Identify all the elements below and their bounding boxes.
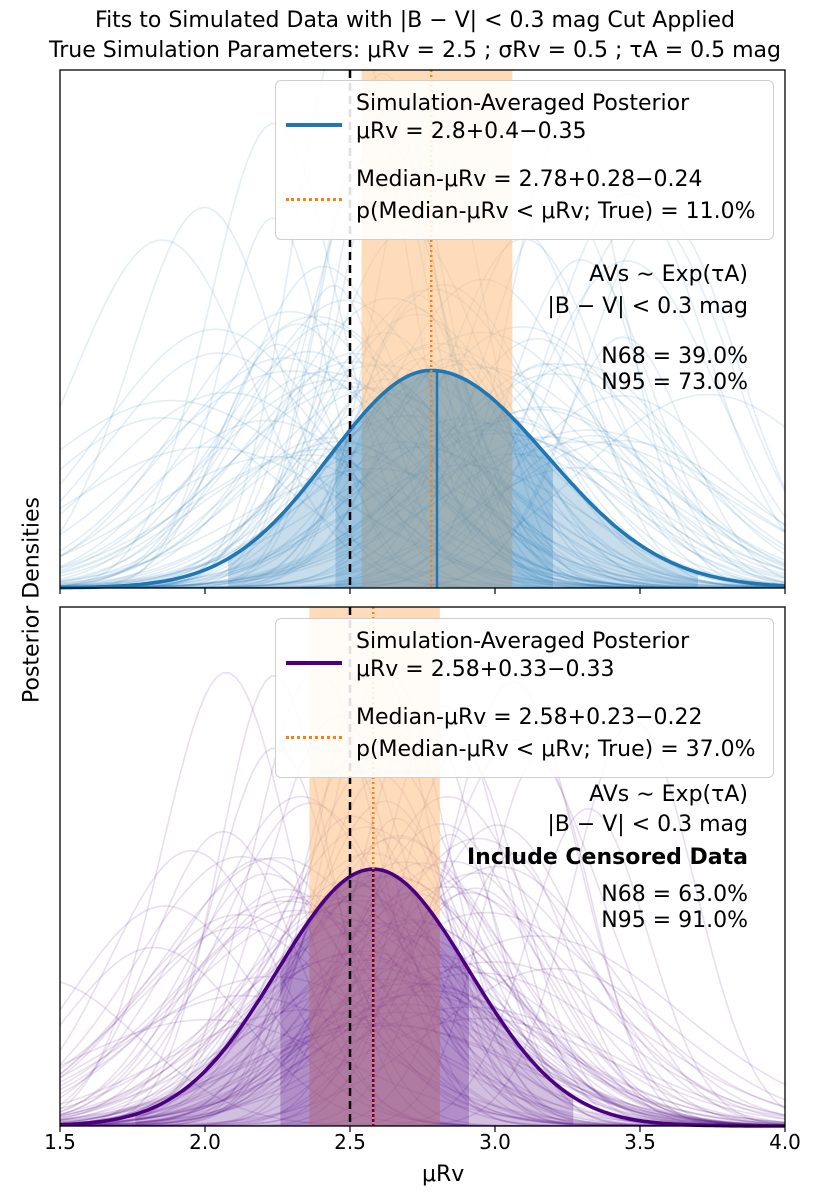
x-tick-label: 3.5	[624, 1130, 656, 1154]
legend-top-avg-label: Simulation-Averaged Posterior	[356, 91, 690, 116]
legend-top-avg-swatch	[286, 123, 342, 127]
legend-bottom-median-value: Median-μRv = 2.58+0.23−0.22	[356, 705, 703, 730]
ci68-fill	[280, 869, 469, 1126]
x-axis-label: μRv	[422, 1162, 465, 1187]
x-tick-label: 3.0	[479, 1130, 511, 1154]
annotation-top-n68: N68 = 39.0%	[601, 344, 748, 369]
averaged-posterior-curve	[59, 867, 785, 1128]
annotation-bottom-censored: Include Censored Data	[466, 845, 748, 870]
annotation-top-prior: AVs ∼ Exp(τA)	[589, 262, 748, 287]
x-tick-label: 2.0	[189, 1130, 221, 1154]
legend-bottom-probability: p(Median-μRv < μRv; True) = 37.0%	[356, 737, 756, 762]
axes-frame-top	[59, 69, 786, 589]
figure-title-line-1: Fits to Simulated Data with |B − V| < 0.…	[95, 8, 735, 33]
legend-bottom-median-swatch	[286, 736, 342, 739]
figure-title-line-2: True Simulation Parameters: μRv = 2.5 ; …	[49, 38, 781, 63]
axes-frame-bottom	[59, 606, 786, 1127]
legend-top-avg-value: μRv = 2.8+0.4−0.35	[356, 119, 587, 144]
ci95-fill	[135, 869, 574, 1126]
legend-top-median-value: Median-μRv = 2.78+0.28−0.24	[356, 167, 703, 192]
x-tick-label: 2.5	[334, 1130, 366, 1154]
legend-top: Simulation-Averaged Posterior μRv = 2.8+…	[275, 80, 774, 240]
legend-bottom-avg-label: Simulation-Averaged Posterior	[356, 629, 690, 654]
annotation-bottom-n68: N68 = 63.0%	[601, 882, 748, 907]
legend-top-median-swatch	[286, 198, 342, 201]
legend-bottom: Simulation-Averaged Posterior μRv = 2.58…	[275, 618, 774, 778]
annotation-top-n95: N95 = 73.0%	[601, 370, 748, 395]
legend-bottom-avg-swatch	[286, 661, 342, 665]
x-tick-label: 1.5	[44, 1130, 76, 1154]
legend-bottom-avg-value: μRv = 2.58+0.33−0.33	[356, 657, 615, 682]
annotation-bottom-n95: N95 = 91.0%	[601, 908, 748, 933]
annotation-top-cut: |B − V| < 0.3 mag	[547, 294, 748, 319]
ci68-fill	[335, 370, 553, 588]
ci95-fill	[228, 370, 698, 588]
annotation-bottom-cut: |B − V| < 0.3 mag	[547, 812, 748, 837]
annotation-bottom-prior: AVs ∼ Exp(τA)	[589, 782, 748, 807]
averaged-posterior-curve	[60, 368, 786, 590]
legend-top-probability: p(Median-μRv < μRv; True) = 11.0%	[356, 199, 756, 224]
x-tick-label: 4.0	[769, 1130, 801, 1154]
y-axis-label: Posterior Densities	[19, 497, 45, 703]
